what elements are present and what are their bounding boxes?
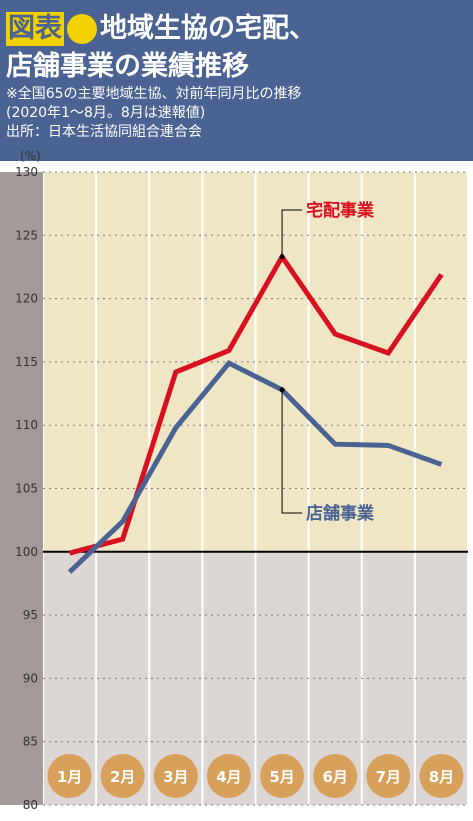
header-banner: 図表 地域生協の宅配、 店舗事業の業績推移 ※全国65の主要地域生協、対前年同月… xyxy=(0,0,473,161)
yellow-dot-icon xyxy=(67,14,97,44)
y-tick-label: 85 xyxy=(23,735,38,749)
month-label: 2月 xyxy=(110,768,135,786)
chart-note-source: 出所：日本生活協同組合連合会 xyxy=(6,124,202,140)
month-band-upper xyxy=(362,172,414,552)
month-circle xyxy=(153,754,198,798)
y-tick-label: 130 xyxy=(15,165,38,179)
y-tick-label: 105 xyxy=(15,482,38,496)
chart-title-line-1: 地域生協の宅配、 xyxy=(100,13,316,44)
chart-note-period: (2020年1～8月。8月は速報値) xyxy=(6,105,206,121)
y-tick-label: 120 xyxy=(15,292,38,306)
y-tick-label: 100 xyxy=(15,545,38,559)
month-label: 8月 xyxy=(429,768,454,786)
takuhai-series-label: 宅配事業 xyxy=(306,200,374,221)
month-circle xyxy=(419,754,464,798)
tenpo-leader-line xyxy=(281,389,303,514)
month-label: 5月 xyxy=(269,768,294,786)
month-label: 3月 xyxy=(163,768,188,786)
figure-badge-label: 図表 xyxy=(8,13,62,44)
tenpo-series-label: 店舗事業 xyxy=(306,503,374,524)
takuhai-series-line xyxy=(68,252,444,556)
month-label: 4月 xyxy=(216,768,241,786)
month-band-upper xyxy=(415,172,467,552)
tenpo-series-line xyxy=(67,360,443,574)
month-circle xyxy=(313,754,358,798)
takuhai-leader-dot xyxy=(279,254,285,260)
chart-note-scope: ※全国65の主要地域生協、対前年同月比の推移 xyxy=(6,86,302,102)
month-label: 6月 xyxy=(322,768,347,786)
month-circle xyxy=(47,754,92,798)
y-axis-strip xyxy=(0,172,43,805)
month-circle xyxy=(206,754,251,798)
y-tick-label: 90 xyxy=(23,671,38,685)
tenpo-leader-dot xyxy=(279,387,285,393)
y-tick-label: 80 xyxy=(23,798,38,812)
y-tick-label: 110 xyxy=(15,418,38,432)
y-tick-label: 95 xyxy=(23,608,38,622)
y-axis-unit-label: (%) xyxy=(20,149,41,163)
month-band-upper xyxy=(309,172,361,552)
month-band-upper xyxy=(44,172,96,552)
month-label: 7月 xyxy=(376,768,401,786)
y-tick-label: 125 xyxy=(15,228,38,242)
month-circle xyxy=(260,754,305,798)
takuhai-leader-line xyxy=(281,209,303,257)
month-label: 1月 xyxy=(57,768,82,786)
y-tick-label: 115 xyxy=(15,355,38,369)
chart-title-line-2: 店舗事業の業績推移 xyxy=(6,51,249,82)
month-circle xyxy=(366,754,411,798)
figure-badge: 図表 xyxy=(6,12,64,46)
month-circle xyxy=(100,754,145,798)
